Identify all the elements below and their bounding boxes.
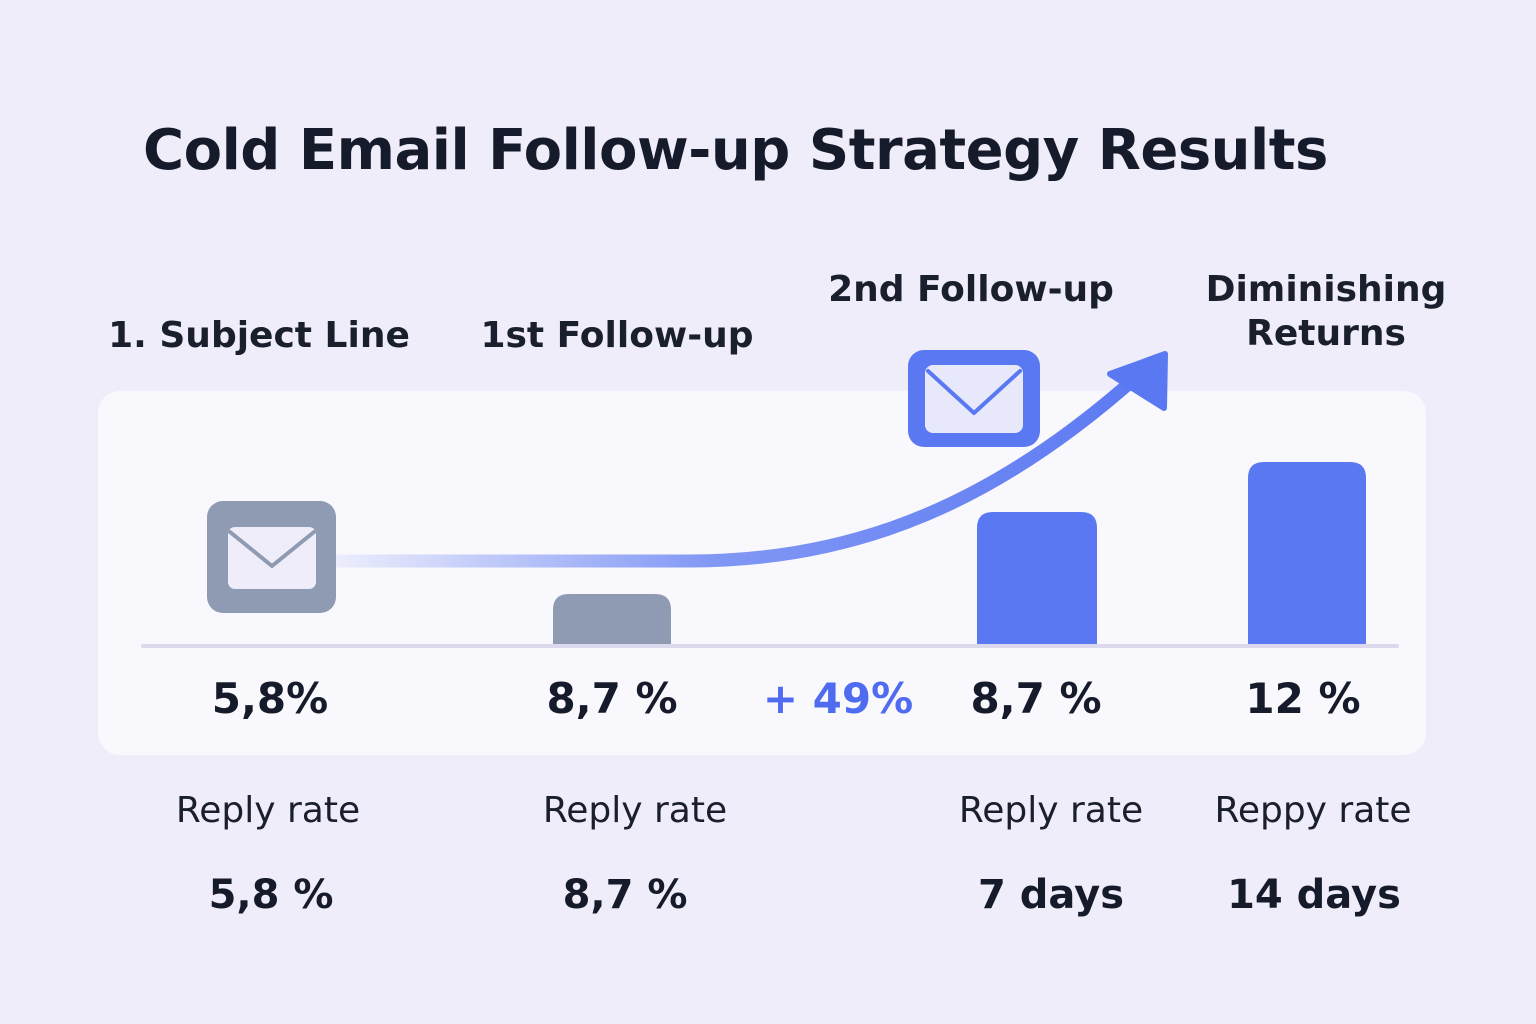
envelope-icon [207, 501, 336, 613]
value-label-diminishing-returns: 12 % [1245, 674, 1361, 723]
metric-label-diminishing-returns: Reppy rate [1214, 790, 1412, 831]
stage-label-diminishing-returns-text: Diminishing Returns [1205, 269, 1447, 354]
stage-label-1st-follow-up: 1st Follow-up [480, 315, 754, 356]
value-label-2nd-follow-up: 8,7 % [970, 674, 1102, 723]
change-label: + 49% [762, 674, 914, 723]
value-label-subject-line: 5,8% [211, 674, 329, 723]
stage-label-2nd-follow-up: 2nd Follow-up [828, 269, 1114, 310]
metric-value-diminishing-returns: 14 days [1227, 872, 1401, 918]
stage-label-subject-line: 1. Subject Line [108, 315, 410, 356]
metric-value-1st-follow-up: 8,7 % [562, 872, 688, 918]
bar-1st-follow-up [553, 594, 671, 644]
metric-label-2nd-follow-up: Reply rate [958, 790, 1144, 831]
envelope-icon [908, 350, 1040, 447]
metric-value-2nd-follow-up: 7 days [977, 872, 1125, 918]
bar-2nd-follow-up [977, 512, 1097, 644]
metric-label-1st-follow-up: Reply rate [542, 790, 728, 831]
trend-arrow-icon [328, 351, 1168, 568]
stage-label-diminishing-returns: Diminishing Returns [1206, 268, 1447, 356]
bar-diminishing-returns [1248, 462, 1366, 644]
value-label-1st-follow-up: 8,7 % [546, 674, 678, 723]
chart-title: Cold Email Follow-up Strategy Results [143, 118, 1328, 183]
metric-label-subject-line: Reply rate [175, 790, 361, 831]
metric-value-subject-line: 5,8 % [208, 872, 334, 918]
